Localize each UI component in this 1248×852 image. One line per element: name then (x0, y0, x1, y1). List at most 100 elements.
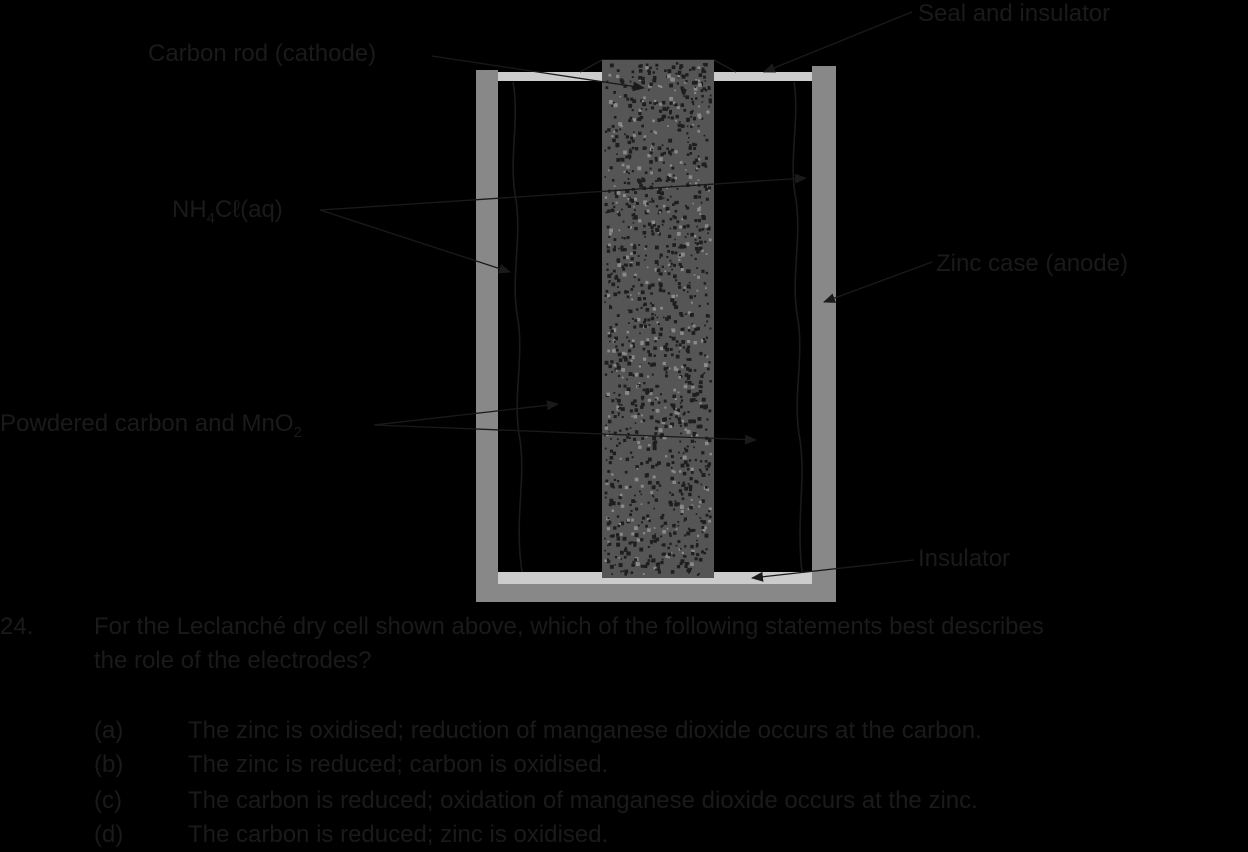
rod-speckle (666, 527, 669, 530)
rod-speckle (630, 97, 634, 101)
option-d[interactable]: (d) The carbon is reduced; zinc is oxidis… (94, 818, 608, 852)
rod-speckle (647, 318, 651, 322)
question-text: For the Leclanché dry cell shown above, … (94, 610, 1248, 678)
rod-speckle (653, 527, 656, 529)
option-c[interactable]: (c) The carbon is reduced; oxidation of m… (94, 784, 978, 818)
rod-speckle (667, 175, 669, 178)
rod-speckle (637, 117, 642, 121)
rod-speckle (642, 304, 646, 307)
rod-speckle (686, 173, 689, 175)
rod-speckle (661, 114, 666, 119)
rod-speckle (617, 291, 621, 294)
rod-speckle (694, 219, 698, 222)
rod-speckle (652, 78, 657, 83)
rod-speckle (679, 225, 683, 229)
rod-speckle (681, 493, 684, 496)
rod-speckle (702, 87, 706, 91)
rod-speckle (618, 496, 622, 500)
rod-speckle (673, 305, 677, 308)
rod-speckle (654, 245, 659, 250)
rod-speckle (633, 399, 637, 403)
rod-speckle (623, 248, 627, 252)
rod-speckle (700, 374, 704, 378)
rod-speckle (647, 222, 652, 227)
rod-speckle (683, 555, 686, 558)
rod-speckle (654, 336, 658, 341)
rod-speckle (638, 112, 642, 116)
rod-speckle (698, 389, 703, 394)
rod-speckle (686, 367, 690, 371)
rod-speckle (615, 129, 618, 132)
rod-speckle (647, 72, 651, 75)
rod-speckle (698, 195, 702, 199)
rod-speckle (691, 385, 695, 389)
rod-speckle (693, 161, 696, 165)
option-a-text: The zinc is oxidised; reduction of manga… (188, 717, 982, 744)
rod-speckle (687, 571, 691, 574)
rod-speckle (697, 155, 700, 158)
rod-speckle (616, 408, 619, 411)
rod-speckle (686, 120, 689, 123)
rod-speckle (694, 479, 698, 484)
rod-speckle (680, 268, 684, 272)
rod-speckle (678, 263, 682, 267)
rod-speckle (705, 548, 708, 551)
rod-speckle (670, 466, 673, 469)
rod-speckle (691, 551, 695, 556)
rod-speckle (659, 327, 663, 331)
rod-speckle (627, 432, 630, 436)
option-b[interactable]: (b) The zinc is reduced; carbon is oxidis… (94, 748, 608, 782)
rod-speckle (688, 311, 692, 315)
rod-speckle (612, 269, 616, 273)
rod-speckle (693, 235, 697, 238)
rod-speckle (705, 197, 709, 201)
rod-speckle (678, 128, 682, 132)
rod-speckle (653, 102, 656, 105)
rod-speckle (617, 374, 621, 377)
rod-speckle (672, 215, 676, 218)
rod-speckle (698, 557, 703, 562)
rod-speckle (626, 165, 630, 169)
rod-speckle (651, 142, 655, 146)
rod-speckle (666, 366, 669, 369)
rod-speckle (609, 166, 613, 170)
option-a[interactable]: (a) The zinc is oxidised; reduction of ma… (94, 714, 982, 748)
rod-speckle (699, 213, 702, 215)
rod-speckle (637, 278, 641, 281)
rod-speckle (645, 108, 648, 111)
rod-speckle (694, 238, 697, 241)
label-seal-insulator: Seal and insulator (918, 0, 1111, 27)
rod-speckle (693, 369, 697, 372)
rod-speckle (660, 152, 664, 156)
rod-speckle (691, 435, 694, 438)
rod-speckle (666, 245, 669, 248)
rod-speckle (618, 442, 621, 445)
rod-speckle (653, 331, 656, 334)
rod-speckle (696, 543, 699, 546)
rod-speckle (680, 548, 682, 550)
rod-speckle (607, 333, 612, 338)
rod-speckle (695, 513, 698, 515)
rod-speckle (683, 384, 688, 389)
rod-speckle (669, 335, 672, 339)
rod-speckle (650, 302, 652, 305)
rod-speckle (671, 252, 674, 255)
rod-speckle (692, 398, 696, 402)
rod-speckle (633, 205, 635, 208)
rod-speckle (660, 85, 663, 89)
rod-speckle (677, 282, 681, 286)
rod-speckle (657, 229, 660, 232)
rod-speckle (670, 262, 673, 265)
rod-speckle (678, 489, 683, 493)
rod-speckle (704, 465, 707, 468)
rod-speckle (605, 211, 608, 214)
rod-speckle (627, 197, 630, 201)
rod-speckle (686, 429, 691, 434)
rod-speckle (609, 340, 611, 343)
rod-speckle (643, 297, 646, 301)
rod-speckle (626, 330, 630, 334)
rod-speckle (665, 371, 668, 374)
rod-speckle (674, 500, 677, 503)
rod-speckle (680, 504, 683, 507)
rod-speckle (658, 332, 663, 337)
